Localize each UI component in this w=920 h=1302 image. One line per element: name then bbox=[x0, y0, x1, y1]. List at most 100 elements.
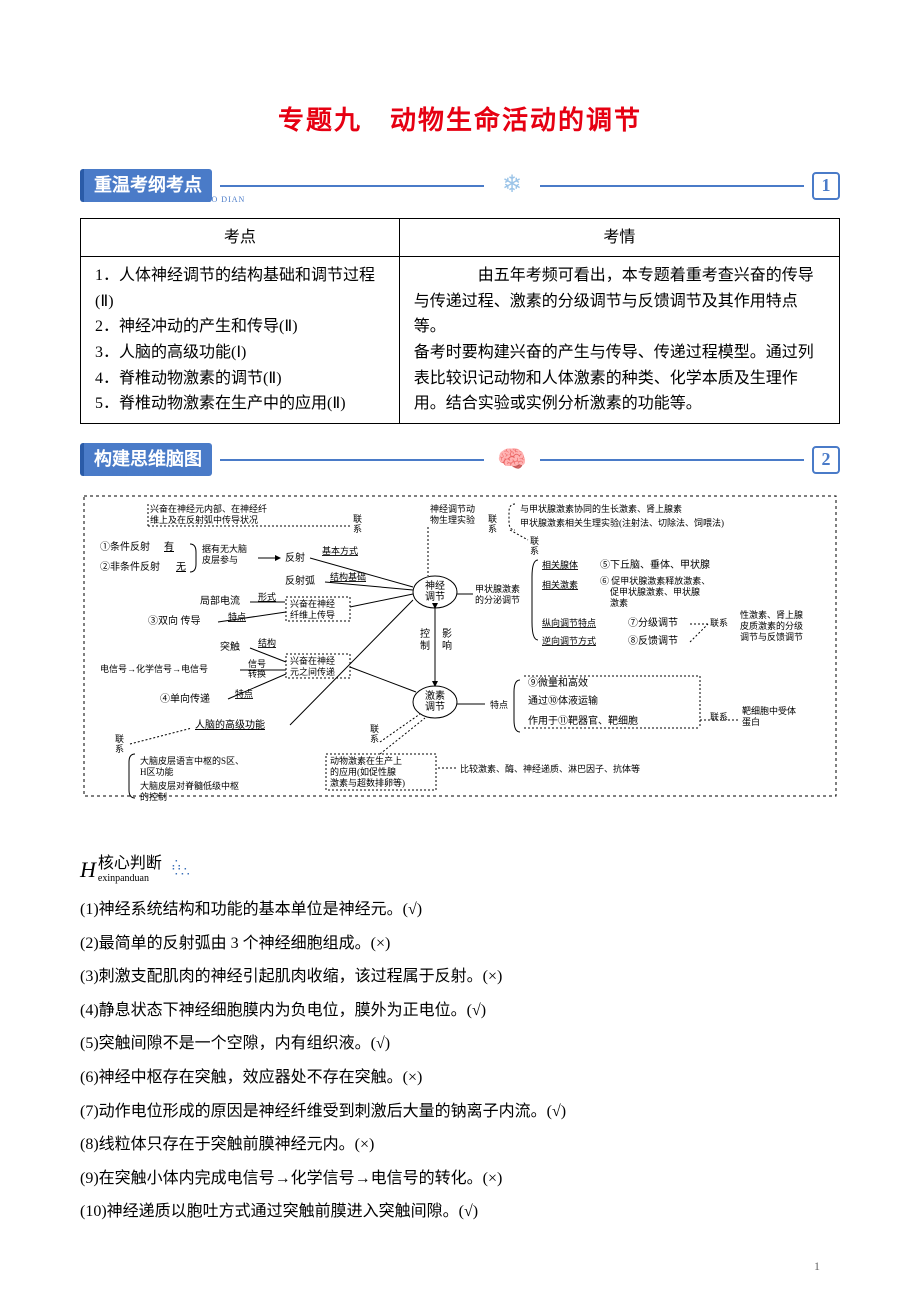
svg-text:兴奋在神经元内部、在神经纤: 兴奋在神经元内部、在神经纤 bbox=[150, 503, 267, 514]
svg-text:激素: 激素 bbox=[610, 597, 628, 608]
th-kaoqing: 考情 bbox=[399, 218, 839, 257]
divider-line bbox=[540, 185, 804, 187]
svg-text:的应用(如促性腺: 的应用(如促性腺 bbox=[330, 766, 396, 777]
svg-text:性激素、肾上腺: 性激素、肾上腺 bbox=[740, 609, 803, 620]
svg-text:⑦分级调节: ⑦分级调节 bbox=[628, 617, 678, 629]
divider-line bbox=[220, 185, 484, 187]
section1-pinyin: CHONG WEN KAO GANG KAO DIAN bbox=[84, 194, 245, 207]
svg-text:③双向 传导: ③双向 传导 bbox=[148, 614, 201, 627]
svg-text:局部电流: 局部电流 bbox=[200, 594, 240, 607]
svg-text:大脑皮层对脊髓低级中枢: 大脑皮层对脊髓低级中枢 bbox=[140, 780, 239, 791]
svg-text:通过⑩体液运输: 通过⑩体液运输 bbox=[528, 694, 598, 707]
svg-text:联系: 联系 bbox=[710, 618, 728, 628]
svg-text:制: 制 bbox=[420, 639, 430, 652]
hexin-heading: H 核心判断 exinpanduan ∴∵∴ bbox=[80, 852, 840, 887]
list-item: (5)突触间隙不是一个空隙，内有组织液。(√) bbox=[80, 1031, 840, 1057]
mindmap: 神经 调节 激素 调节 控 制 影 响 兴奋在神经元内部、在神经纤 维上及在反射… bbox=[80, 492, 840, 832]
svg-text:反射弧: 反射弧 bbox=[285, 574, 315, 587]
svg-text:大脑皮层语言中枢的S区、: 大脑皮层语言中枢的S区、 bbox=[140, 755, 244, 766]
svg-text:维上及在反射弧中传导状况: 维上及在反射弧中传导状况 bbox=[150, 514, 258, 525]
svg-text:神经调节动: 神经调节动 bbox=[430, 503, 475, 514]
svg-text:兴奋在神经: 兴奋在神经 bbox=[290, 655, 335, 666]
svg-text:纤维上传导: 纤维上传导 bbox=[290, 609, 335, 620]
svg-text:兴奋在神经: 兴奋在神经 bbox=[290, 598, 335, 609]
svg-text:结构基础: 结构基础 bbox=[330, 571, 366, 582]
svg-text:相关腺体: 相关腺体 bbox=[542, 559, 578, 570]
svg-text:H区功能: H区功能 bbox=[140, 766, 174, 777]
svg-text:的分泌调节: 的分泌调节 bbox=[475, 594, 520, 605]
svg-text:联: 联 bbox=[353, 514, 362, 524]
judgments-list: (1)神经系统结构和功能的基本单位是神经元。(√) (2)最简单的反射弧由 3 … bbox=[80, 897, 840, 1225]
page-title: 专题九 动物生命活动的调节 bbox=[80, 100, 840, 142]
brain-icon: 🧠 bbox=[492, 440, 532, 480]
svg-text:调节: 调节 bbox=[425, 701, 445, 713]
hexin-cn: 核心判断 bbox=[98, 855, 162, 873]
svg-text:系: 系 bbox=[353, 524, 362, 534]
svg-text:甲状腺激素相关生理实验(注射法、切除法、饲喂法): 甲状腺激素相关生理实验(注射法、切除法、饲喂法) bbox=[520, 517, 724, 528]
list-item: (4)静息状态下神经细胞膜内为负电位，膜外为正电位。(√) bbox=[80, 998, 840, 1024]
td-kaoqing: 由五年考频可看出，本专题着重考查兴奋的传导与传递过程、激素的分级调节与反馈调节及… bbox=[399, 257, 839, 424]
svg-text:突触: 突触 bbox=[220, 640, 240, 653]
svg-text:靶细胞中受体: 靶细胞中受体 bbox=[742, 705, 796, 716]
svg-text:联: 联 bbox=[115, 734, 124, 744]
svg-text:基本方式: 基本方式 bbox=[322, 545, 358, 556]
svg-text:结构: 结构 bbox=[258, 637, 276, 648]
svg-text:响: 响 bbox=[442, 639, 452, 652]
svg-text:人脑的高级功能: 人脑的高级功能 bbox=[195, 718, 265, 731]
th-kaodian: 考点 bbox=[81, 218, 400, 257]
list-item: (2)最简单的反射弧由 3 个神经细胞组成。(×) bbox=[80, 931, 840, 957]
svg-text:有: 有 bbox=[164, 540, 174, 553]
svg-text:电信号→化学信号→电信号: 电信号→化学信号→电信号 bbox=[100, 663, 208, 674]
hexin-pinyin: exinpanduan bbox=[98, 873, 162, 884]
svg-text:反射: 反射 bbox=[285, 552, 305, 564]
list-item: (1)神经系统结构和功能的基本单位是神经元。(√) bbox=[80, 897, 840, 923]
svg-text:调节与反馈调节: 调节与反馈调节 bbox=[740, 631, 803, 642]
svg-text:甲状腺激素: 甲状腺激素 bbox=[475, 583, 520, 594]
svg-text:据有无大脑: 据有无大脑 bbox=[202, 543, 247, 554]
svg-text:④单向传递: ④单向传递 bbox=[160, 692, 210, 705]
svg-text:调节: 调节 bbox=[425, 591, 445, 603]
svg-text:蛋白: 蛋白 bbox=[742, 716, 760, 727]
page-number: 1 bbox=[814, 1257, 820, 1276]
section2-header: 构建思维脑图 GOU JIAN SI WEI NAO TU 🧠 2 bbox=[80, 440, 840, 480]
svg-text:系: 系 bbox=[370, 734, 379, 744]
svg-text:与甲状腺激素协同的生长激素、肾上腺素: 与甲状腺激素协同的生长激素、肾上腺素 bbox=[520, 503, 682, 514]
svg-text:激素与超数排卵等): 激素与超数排卵等) bbox=[330, 777, 405, 788]
list-item: (7)动作电位形成的原因是神经纤维受到刺激后大量的钠离子内流。(√) bbox=[80, 1099, 840, 1125]
svg-text:联: 联 bbox=[530, 536, 539, 546]
svg-text:比较激素、酶、神经递质、淋巴因子、抗体等: 比较激素、酶、神经递质、淋巴因子、抗体等 bbox=[460, 763, 640, 774]
svg-text:⑤下丘脑、垂体、甲状腺: ⑤下丘脑、垂体、甲状腺 bbox=[600, 558, 710, 571]
svg-text:联: 联 bbox=[488, 514, 497, 524]
section2-num: 2 bbox=[812, 446, 840, 474]
list-item: (9)在突触小体内完成电信号→化学信号→电信号的转化。(×) bbox=[80, 1166, 840, 1192]
svg-text:皮质激素的分级: 皮质激素的分级 bbox=[740, 620, 803, 631]
svg-text:①条件反射: ①条件反射 bbox=[100, 540, 150, 553]
svg-text:形式: 形式 bbox=[258, 591, 276, 602]
svg-text:纵向调节特点: 纵向调节特点 bbox=[542, 617, 596, 628]
section1-num: 1 bbox=[812, 172, 840, 200]
svg-text:相关激素: 相关激素 bbox=[542, 579, 578, 590]
svg-text:元之间传递: 元之间传递 bbox=[290, 666, 335, 677]
table-row: 1．人体神经调节的结构基础和调节过程(Ⅱ) 2．神经冲动的产生和传导(Ⅱ) 3．… bbox=[81, 257, 840, 424]
svg-text:无: 无 bbox=[176, 562, 186, 573]
divider-line bbox=[540, 459, 804, 461]
dots-icon: ∴∵∴ bbox=[172, 861, 190, 878]
svg-text:神经: 神经 bbox=[425, 579, 445, 592]
svg-text:系: 系 bbox=[488, 524, 497, 534]
svg-text:激素: 激素 bbox=[425, 689, 445, 702]
list-item: (6)神经中枢存在突触，效应器处不存在突触。(×) bbox=[80, 1065, 840, 1091]
svg-text:影: 影 bbox=[442, 628, 452, 640]
svg-text:⑧反馈调节: ⑧反馈调节 bbox=[628, 634, 678, 647]
svg-text:动物激素在生产上: 动物激素在生产上 bbox=[330, 755, 402, 766]
svg-text:促甲状腺激素、甲状腺: 促甲状腺激素、甲状腺 bbox=[610, 586, 700, 597]
svg-text:联: 联 bbox=[370, 724, 379, 734]
svg-text:⑨微量和高效: ⑨微量和高效 bbox=[528, 676, 588, 689]
list-item: (8)线粒体只存在于突触前膜神经元内。(×) bbox=[80, 1132, 840, 1158]
svg-text:的控制: 的控制 bbox=[140, 791, 167, 802]
svg-text:皮层参与: 皮层参与 bbox=[202, 554, 238, 565]
exam-table: 考点 考情 1．人体神经调节的结构基础和调节过程(Ⅱ) 2．神经冲动的产生和传导… bbox=[80, 218, 840, 424]
svg-text:系: 系 bbox=[115, 744, 124, 754]
list-item: (10)神经递质以胞吐方式通过突触前膜进入突触间隙。(√) bbox=[80, 1199, 840, 1225]
snowflake-icon: ❄ bbox=[492, 166, 532, 206]
divider-line bbox=[220, 459, 484, 461]
